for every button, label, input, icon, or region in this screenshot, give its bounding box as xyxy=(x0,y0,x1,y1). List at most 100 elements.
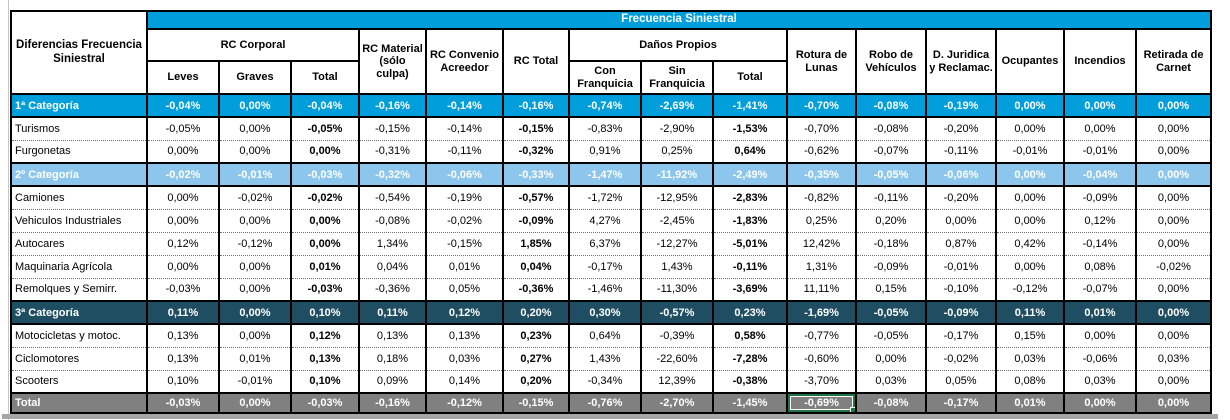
cell[interactable]: 0,00% xyxy=(218,323,292,347)
cell[interactable]: -0,14% xyxy=(1063,231,1137,255)
cell[interactable]: -0,57% xyxy=(640,300,714,325)
col-header-total-rc-corporal[interactable]: Total xyxy=(290,60,360,95)
cell[interactable]: -0,03% xyxy=(146,277,220,301)
cell[interactable]: 0,00% xyxy=(1134,300,1213,325)
col-header-rc-convenio[interactable]: RC Convenio Acreedor xyxy=(425,28,504,95)
cell[interactable]: -0,17% xyxy=(568,254,642,278)
cell[interactable]: 0,09% xyxy=(358,369,427,393)
cell[interactable]: 0,08% xyxy=(995,369,1065,393)
cell[interactable]: 0,00% xyxy=(1134,369,1213,393)
cell[interactable]: 0,20% xyxy=(502,369,570,393)
cell[interactable]: 0,00% xyxy=(1063,392,1137,414)
cell[interactable]: 0,25% xyxy=(640,139,714,163)
cell[interactable]: -0,31% xyxy=(358,139,427,163)
cell[interactable]: 0,00% xyxy=(995,93,1065,118)
cell[interactable]: 0,00% xyxy=(995,208,1065,232)
corner-header[interactable]: Diferencias Frecuencia Siniestral xyxy=(10,10,148,95)
cell[interactable]: -0,02% xyxy=(925,346,997,370)
cell[interactable]: 0,23% xyxy=(502,323,570,347)
cell[interactable]: 0,00% xyxy=(1134,277,1213,301)
cell[interactable]: -22,60% xyxy=(640,346,714,370)
cell[interactable]: -0,82% xyxy=(786,185,857,209)
cell[interactable]: 0,00% xyxy=(146,139,220,163)
cell[interactable]: -0,12% xyxy=(218,231,292,255)
cell[interactable]: -0,07% xyxy=(1063,277,1137,301)
cell[interactable]: 0,10% xyxy=(146,369,220,393)
cell[interactable]: -2,70% xyxy=(640,392,714,414)
cell[interactable]: -0,16% xyxy=(502,93,570,118)
cell[interactable]: -0,16% xyxy=(358,93,427,118)
cell[interactable]: 0,03% xyxy=(425,346,504,370)
cell[interactable]: 0,13% xyxy=(146,346,220,370)
cell[interactable]: 0,00% xyxy=(218,254,292,278)
row-label[interactable]: Ciclomotores xyxy=(10,346,148,370)
cell[interactable]: 0,25% xyxy=(786,208,857,232)
cell[interactable]: 0,12% xyxy=(1063,208,1137,232)
cell[interactable]: 0,12% xyxy=(425,300,504,325)
cell[interactable]: -0,54% xyxy=(358,185,427,209)
cell[interactable]: -0,17% xyxy=(925,323,997,347)
cell[interactable]: 0,04% xyxy=(502,254,570,278)
row-label[interactable]: Vehiculos Industriales xyxy=(10,208,148,232)
cell[interactable]: -0,09% xyxy=(855,254,927,278)
cell[interactable]: -0,15% xyxy=(502,392,570,414)
col-header-sin-franquicia[interactable]: Sin Franquicia xyxy=(640,60,714,95)
cell[interactable]: -0,09% xyxy=(502,208,570,232)
cell[interactable]: -0,03% xyxy=(146,392,220,414)
cell[interactable]: 0,03% xyxy=(1063,369,1137,393)
cell[interactable]: -1,46% xyxy=(568,277,642,301)
cell[interactable]: 0,00% xyxy=(218,277,292,301)
cell[interactable]: -0,62% xyxy=(786,139,857,163)
cell[interactable]: 0,00% xyxy=(218,93,292,118)
cell[interactable]: -0,14% xyxy=(425,116,504,140)
cell[interactable]: 0,08% xyxy=(1063,254,1137,278)
cell[interactable]: -0,09% xyxy=(1063,185,1137,209)
cell[interactable]: -0,10% xyxy=(925,277,997,301)
cell[interactable]: -0,06% xyxy=(425,162,504,187)
row-label[interactable]: Motocicletas y motoc. xyxy=(10,323,148,347)
cell[interactable]: 0,13% xyxy=(425,323,504,347)
col-header-rotura-lunas[interactable]: Rotura de Lunas xyxy=(786,28,857,95)
cell[interactable]: 0,00% xyxy=(995,162,1065,187)
cell[interactable]: 0,00% xyxy=(1063,93,1137,118)
cell[interactable]: -0,70% xyxy=(786,116,857,140)
row-label[interactable]: Total xyxy=(10,392,148,414)
cell[interactable]: -0,20% xyxy=(925,185,997,209)
cell[interactable]: 0,00% xyxy=(1134,231,1213,255)
cell[interactable]: 0,91% xyxy=(568,139,642,163)
cell[interactable]: -11,30% xyxy=(640,277,714,301)
cell[interactable]: -0,60% xyxy=(786,346,857,370)
cell[interactable]: -0,02% xyxy=(218,185,292,209)
cell[interactable]: -0,11% xyxy=(425,139,504,163)
cell[interactable]: -2,49% xyxy=(712,162,788,187)
cell[interactable]: -0,83% xyxy=(568,116,642,140)
cell[interactable]: 0,00% xyxy=(290,231,360,255)
cell[interactable]: 0,13% xyxy=(358,323,427,347)
cell[interactable]: -0,06% xyxy=(925,162,997,187)
cell[interactable]: -0,05% xyxy=(146,116,220,140)
cell[interactable]: -0,01% xyxy=(1063,139,1137,163)
group-header-danos-propios[interactable]: Daños Propios xyxy=(568,28,788,62)
cell[interactable]: 0,87% xyxy=(925,231,997,255)
cell[interactable]: 0,00% xyxy=(218,300,292,325)
cell[interactable]: -0,15% xyxy=(358,116,427,140)
cell[interactable]: -0,14% xyxy=(425,93,504,118)
cell[interactable]: 0,01% xyxy=(218,346,292,370)
col-header-rc-material[interactable]: RC Material (sólo culpa) xyxy=(358,28,427,95)
cell[interactable]: 0,64% xyxy=(712,139,788,163)
cell[interactable]: 1,31% xyxy=(786,254,857,278)
cell[interactable]: -0,01% xyxy=(218,369,292,393)
cell[interactable]: 0,11% xyxy=(358,300,427,325)
cell[interactable]: -1,41% xyxy=(712,93,788,118)
cell[interactable]: -2,45% xyxy=(640,208,714,232)
cell[interactable]: -0,34% xyxy=(568,369,642,393)
cell[interactable]: -0,38% xyxy=(712,369,788,393)
col-header-ocupantes[interactable]: Ocupantes xyxy=(995,28,1065,95)
cell[interactable]: -0,32% xyxy=(502,139,570,163)
cell[interactable]: 0,42% xyxy=(995,231,1065,255)
col-header-total-danos[interactable]: Total xyxy=(712,60,788,95)
cell[interactable]: 0,00% xyxy=(1063,323,1137,347)
cell[interactable]: 0,00% xyxy=(925,208,997,232)
cell[interactable]: 1,85% xyxy=(502,231,570,255)
row-label[interactable]: 3ª Categoría xyxy=(10,300,148,325)
